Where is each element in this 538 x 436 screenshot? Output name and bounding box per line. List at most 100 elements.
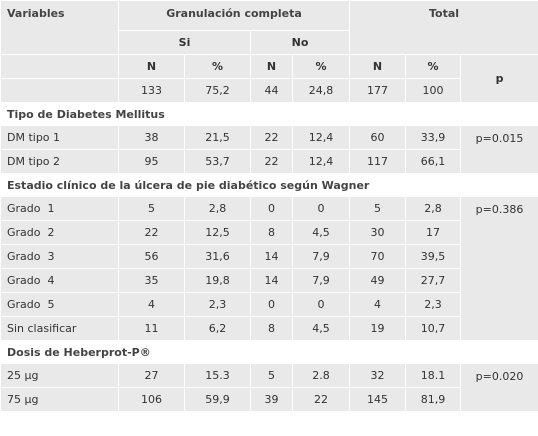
header-no-pct: % [291, 54, 351, 79]
totals-total-n: 177 [349, 78, 407, 103]
cell-si-n: 56 [118, 244, 185, 269]
header-blank [0, 54, 119, 79]
header-variables: Variables [0, 0, 119, 55]
p-value: p=0.020 [460, 363, 538, 412]
cell-si-n: 35 [118, 268, 185, 293]
header-no: No [249, 30, 351, 55]
row-label: 25 μg [0, 363, 119, 388]
totals-no-n: 44 [250, 78, 293, 103]
table-row: DM tipo 1 38 21,5 22 12,4 60 33,9 p=0.01… [0, 125, 538, 174]
cell-total-n: 117 [349, 149, 407, 174]
cell-si-pct: 15.3 [184, 363, 251, 388]
totals-no-pct: 24,8 [291, 78, 351, 103]
cell-si-n: 95 [118, 149, 185, 174]
cell-no-n: 0 [250, 292, 293, 317]
cell-total-pct: 18.1 [405, 363, 462, 388]
row-label: Grado 3 [0, 244, 119, 269]
row-label: Sin clasificar [0, 316, 119, 341]
cell-no-pct: 4,5 [291, 316, 351, 341]
cell-si-n: 5 [118, 196, 185, 221]
header-si: Si [118, 30, 251, 55]
cell-total-n: 5 [349, 196, 407, 221]
cell-si-pct: 2,8 [184, 196, 251, 221]
cell-no-n: 14 [250, 244, 293, 269]
cell-no-pct: 0 [291, 196, 351, 221]
cell-total-n: 4 [349, 292, 407, 317]
cell-total-n: 30 [349, 220, 407, 245]
cell-si-pct: 19,8 [184, 268, 251, 293]
cell-no-n: 22 [250, 149, 293, 174]
header-no-n: N [250, 54, 293, 79]
cell-total-n: 60 [349, 125, 407, 150]
row-label: Grado 2 [0, 220, 119, 245]
header-total: Total [349, 0, 538, 55]
cell-no-n: 8 [250, 220, 293, 245]
header-si-n: N [118, 54, 185, 79]
table-row: Grado 4 35 19,8 14 7,9 49 27,7 [0, 268, 538, 293]
section-title-diabetes: Tipo de Diabetes Mellitus [0, 102, 538, 126]
cell-no-n: 14 [250, 268, 293, 293]
table-row: 25 μg 27 15.3 5 2.8 32 18.1 p=0.020 [0, 363, 538, 412]
header-total-pct: % [405, 54, 462, 79]
cell-total-n: 32 [349, 363, 407, 388]
header-p: p [460, 54, 538, 103]
cell-total-pct: 81,9 [405, 387, 462, 412]
cell-si-pct: 53,7 [184, 149, 251, 174]
p-value: p=0.015 [460, 125, 538, 174]
table-row: 75 μg 106 59,9 39 22 145 81,9 [0, 387, 538, 412]
cell-total-pct: 2,3 [405, 292, 462, 317]
header-total-n: N [349, 54, 407, 79]
row-label: Grado 1 [0, 196, 119, 221]
table-row: Sin clasificar 11 6,2 8 4,5 19 10,7 [0, 316, 538, 341]
cell-si-pct: 2,3 [184, 292, 251, 317]
cell-no-pct: 0 [291, 292, 351, 317]
cell-si-pct: 12,5 [184, 220, 251, 245]
cell-total-n: 145 [349, 387, 407, 412]
cell-total-n: 19 [349, 316, 407, 341]
cell-no-pct: 12,4 [291, 125, 351, 150]
cell-si-pct: 6,2 [184, 316, 251, 341]
row-label: Grado 4 [0, 268, 119, 293]
cell-no-pct: 4,5 [291, 220, 351, 245]
header-granulacion: Granulación completa [117, 0, 351, 31]
totals-row: 133 75,2 44 24,8 177 100 [0, 78, 538, 103]
totals-si-n: 133 [118, 78, 185, 103]
row-label: DM tipo 2 [0, 149, 119, 174]
cell-si-pct: 31,6 [184, 244, 251, 269]
cell-total-n: 49 [349, 268, 407, 293]
cell-total-pct: 10,7 [405, 316, 462, 341]
table-row: DM tipo 2 95 53,7 22 12,4 117 66,1 [0, 149, 538, 174]
cell-no-n: 8 [250, 316, 293, 341]
table-row: Grado 1 5 2,8 0 0 5 2,8 p=0.386 [0, 196, 538, 341]
cell-si-n: 38 [118, 125, 185, 150]
p-value: p=0.386 [460, 196, 538, 341]
cell-no-pct: 22 [291, 387, 351, 412]
cell-total-pct: 2,8 [405, 196, 462, 221]
cell-si-n: 11 [118, 316, 185, 341]
cell-no-pct: 7,9 [291, 268, 351, 293]
cell-no-n: 0 [250, 196, 293, 221]
row-label: 75 μg [0, 387, 119, 412]
table-row: Grado 3 56 31,6 14 7,9 70 39,5 [0, 244, 538, 269]
cell-no-n: 5 [250, 363, 293, 388]
section-title-wagner: Estadio clínico de la úlcera de pie diab… [0, 173, 538, 197]
totals-total-pct: 100 [405, 78, 462, 103]
cell-no-pct: 12,4 [291, 149, 351, 174]
table-row: Grado 2 22 12,5 8 4,5 30 17 [0, 220, 538, 245]
cell-total-pct: 39,5 [405, 244, 462, 269]
cell-si-n: 22 [118, 220, 185, 245]
totals-si-pct: 75,2 [184, 78, 251, 103]
cell-no-pct: 2.8 [291, 363, 351, 388]
cell-no-n: 22 [250, 125, 293, 150]
cell-si-n: 27 [118, 363, 185, 388]
cell-total-pct: 33,9 [405, 125, 462, 150]
cell-total-pct: 17 [405, 220, 462, 245]
row-label: Grado 5 [0, 292, 119, 317]
row-label: DM tipo 1 [0, 125, 119, 150]
cell-si-pct: 21,5 [184, 125, 251, 150]
cell-total-n: 70 [349, 244, 407, 269]
cell-total-pct: 27,7 [405, 268, 462, 293]
results-table: Variables Granulación completa Total Si … [0, 0, 538, 412]
cell-si-n: 4 [118, 292, 185, 317]
cell-si-n: 106 [118, 387, 185, 412]
